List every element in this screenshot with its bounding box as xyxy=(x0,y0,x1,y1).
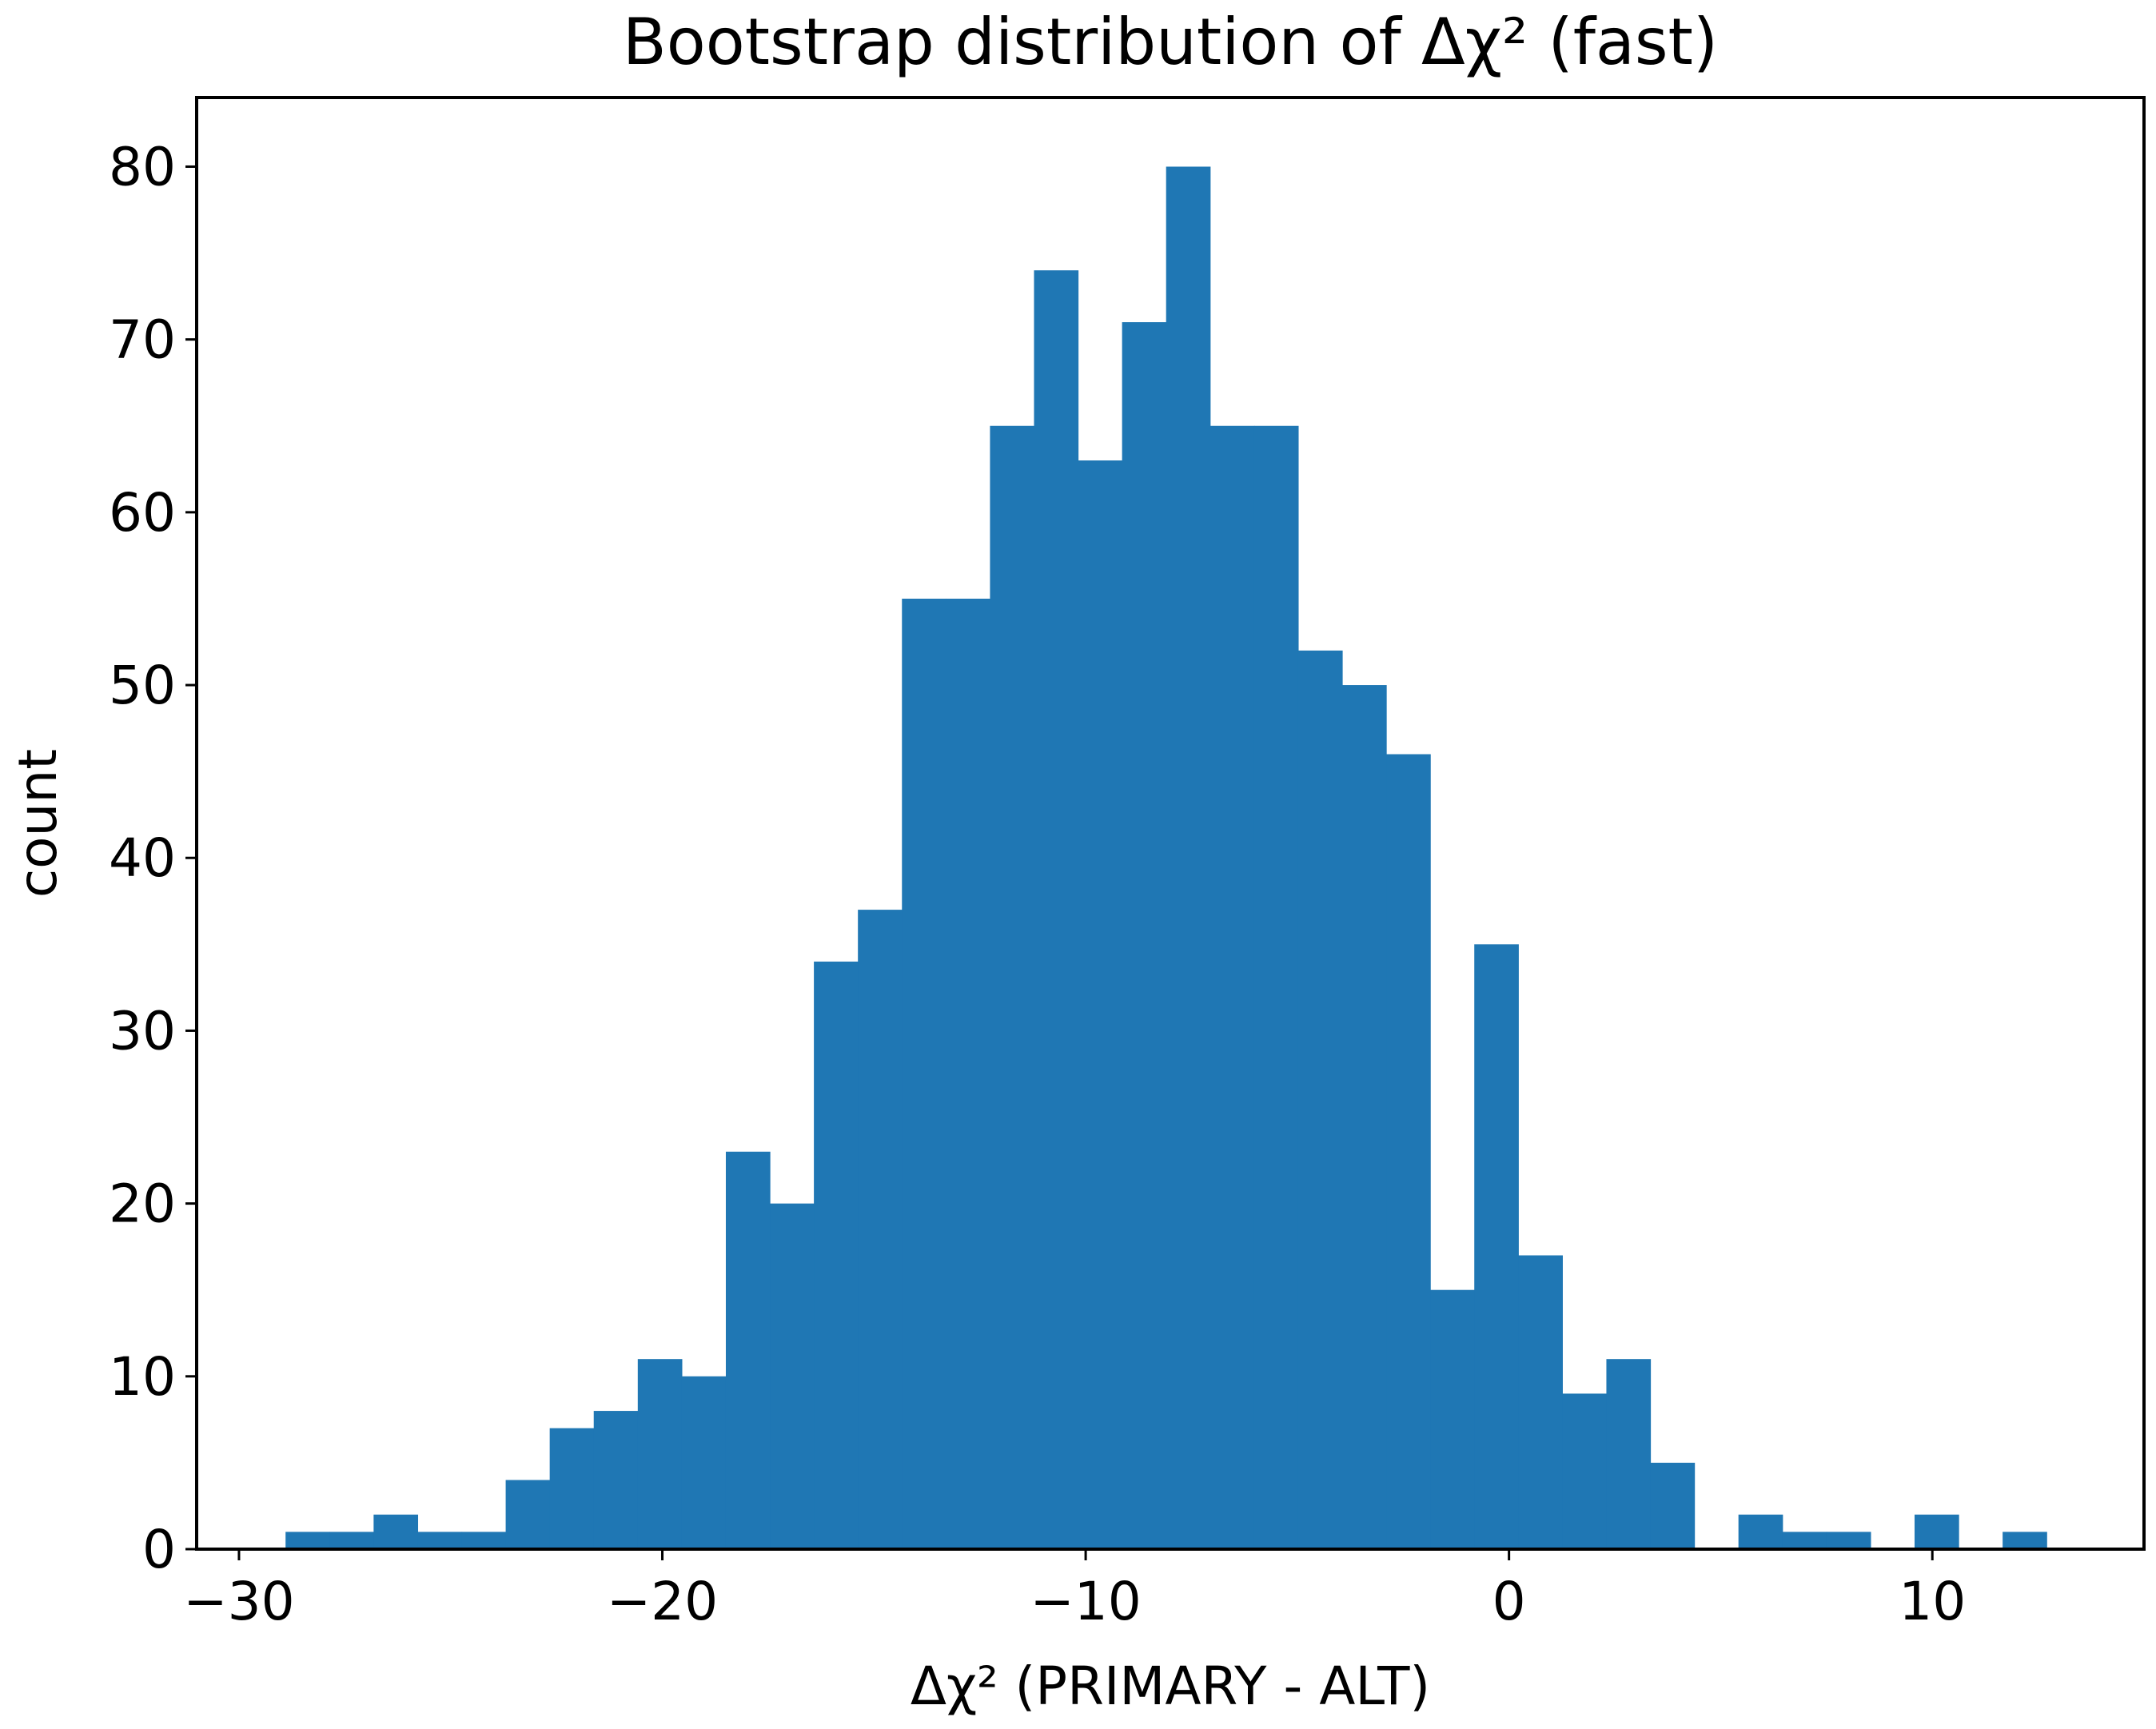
y-tick-label: 80 xyxy=(109,136,176,197)
ticks-layer: −30 −20 −10 0 10 0 10 20 30 40 50 60 70 80 xyxy=(109,136,1966,1632)
histogram-bar xyxy=(549,1428,595,1549)
x-tick-label: −10 xyxy=(1030,1571,1141,1632)
histogram-bar xyxy=(681,1376,727,1549)
y-tick-label: 40 xyxy=(109,827,176,889)
histogram-bar xyxy=(2003,1532,2047,1549)
histogram-bar xyxy=(858,910,903,1549)
y-tick-label: 50 xyxy=(109,655,176,716)
histogram-bar xyxy=(1297,650,1343,1549)
histogram-bar xyxy=(1253,425,1299,1549)
histogram-bar xyxy=(417,1532,463,1549)
histogram-bar xyxy=(1738,1514,1783,1549)
histogram-bar xyxy=(1430,1289,1475,1549)
histogram-bar xyxy=(637,1359,683,1549)
histogram-bar xyxy=(461,1532,507,1549)
histogram-bar xyxy=(1078,460,1123,1549)
histogram-bar xyxy=(1210,425,1255,1549)
y-tick-label: 60 xyxy=(109,482,176,544)
histogram-bar xyxy=(1518,1255,1563,1549)
histogram-bar xyxy=(1606,1359,1652,1549)
histogram-bar xyxy=(1342,685,1387,1549)
histogram-bar xyxy=(1650,1462,1696,1549)
x-tick-label: 10 xyxy=(1899,1571,1966,1632)
histogram-bar xyxy=(373,1514,419,1549)
histogram-bar xyxy=(1474,944,1519,1549)
histogram-bar xyxy=(1034,270,1079,1550)
histogram-bar xyxy=(1386,754,1431,1549)
histogram-bar xyxy=(1122,322,1167,1549)
histogram-bar xyxy=(1914,1514,1959,1549)
histogram-bar xyxy=(902,598,946,1550)
x-tick-label: −20 xyxy=(607,1571,718,1632)
bars-layer xyxy=(285,166,2047,1550)
chart-title: Bootstrap distribution of Δχ² (fast) xyxy=(623,5,1718,79)
histogram-bar xyxy=(1562,1393,1608,1549)
histogram-bar xyxy=(1782,1532,1827,1549)
histogram-bar xyxy=(329,1532,374,1549)
y-tick-label: 20 xyxy=(109,1173,176,1235)
y-tick-label: 70 xyxy=(109,309,176,371)
axes-frame xyxy=(195,96,2146,1551)
histogram-bar xyxy=(946,598,990,1550)
histogram-bar xyxy=(1166,166,1211,1550)
histogram-bar xyxy=(505,1480,551,1549)
histogram-bar xyxy=(285,1532,330,1549)
histogram-bar xyxy=(990,425,1035,1549)
histogram-bar xyxy=(770,1203,815,1549)
y-axis-title: count xyxy=(7,749,69,898)
y-tick-label: 0 xyxy=(142,1519,176,1580)
histogram-bar xyxy=(1826,1532,1871,1549)
histogram-bar xyxy=(814,961,859,1549)
y-tick-label: 10 xyxy=(109,1346,176,1408)
x-tick-label: 0 xyxy=(1492,1571,1526,1632)
x-axis-title: Δχ² (PRIMARY - ALT) xyxy=(911,1655,1430,1717)
histogram-bar xyxy=(593,1411,639,1549)
x-tick-label: −30 xyxy=(183,1571,294,1632)
histogram-bar xyxy=(725,1151,771,1549)
y-tick-label: 30 xyxy=(109,1000,176,1062)
